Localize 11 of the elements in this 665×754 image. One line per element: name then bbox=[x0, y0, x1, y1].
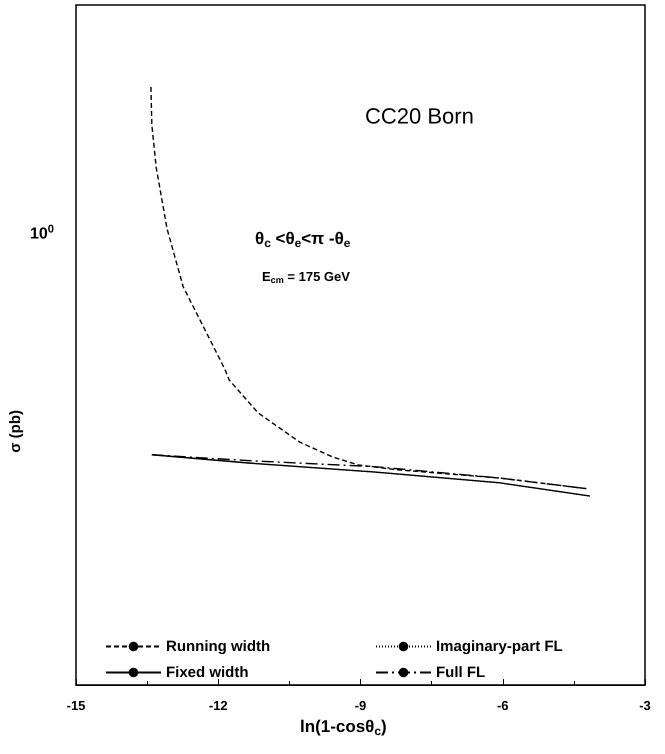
x-tick-label: -6 bbox=[496, 698, 509, 713]
text: CC20 Born bbox=[365, 104, 474, 128]
legend-label: Imaginary-part FL bbox=[436, 638, 563, 655]
legend-label: Full FL bbox=[436, 664, 486, 681]
legend-label: Running width bbox=[166, 638, 270, 655]
x-tick-label: -15 bbox=[66, 698, 86, 713]
x-tick-label: -12 bbox=[208, 698, 228, 713]
x-tick-label: -3 bbox=[639, 698, 651, 713]
x-tick-label: -9 bbox=[354, 698, 366, 713]
y-axis-title: σ (pb) bbox=[7, 410, 24, 453]
legend-label: Fixed width bbox=[166, 664, 248, 681]
